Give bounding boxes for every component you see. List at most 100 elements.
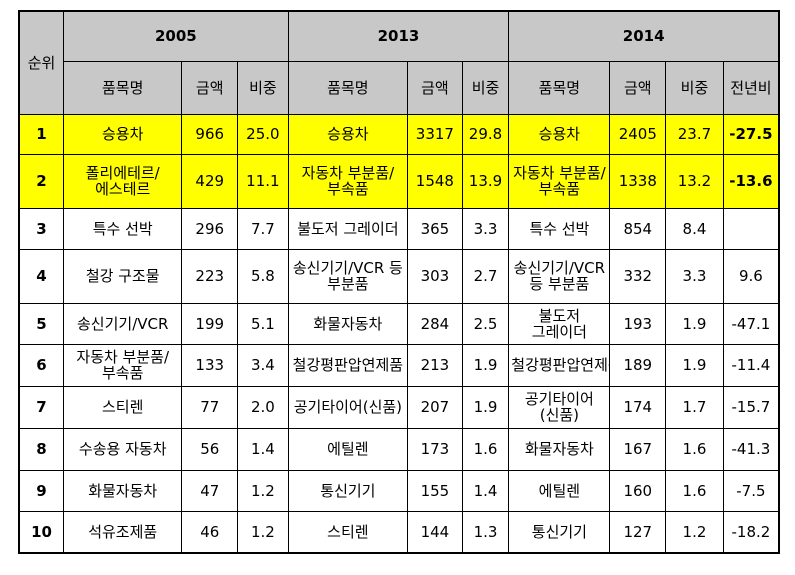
table-row: 8 수송용 자동차 56 1.4 에틸렌 173 1.6 화물자동차 167 1.6 -41.3 [18,427,780,471]
item-2005-cell: 특수 선박 [63,207,183,250]
amount-2005-cell: 46 [181,510,239,554]
amount-2013-cell: 144 [407,510,463,554]
table-row: 4 철강 구조물 223 5.8 송신기기/VCR 등 부분품 303 2.7 송신기기/VC… [18,248,780,304]
item-header: 품목명 [287,60,409,115]
yoy-2014-cell [722,207,780,250]
item-2013-cell: 승용차 [287,113,409,155]
amount-2014-cell: 2405 [609,113,667,155]
item-2005-cell: 자동차 부분품/부속품 [63,343,183,387]
amount-2005-cell: 296 [181,207,239,250]
item-2005-cell: 석유조제품 [63,510,183,554]
share-2013-cell: 13.9 [461,153,510,209]
rank-cell: 1 [18,113,65,155]
yoy-2014-cell: -13.6 [722,153,780,209]
amount-2013-cell: 303 [407,248,463,304]
item-2014-cell: 통신기기 [508,510,611,554]
amount-2005-cell: 966 [181,113,239,155]
item-2005-cell: 수송용 자동차 [63,427,183,471]
share-2014-cell: 1.9 [665,343,724,387]
share-2005-cell: 1.4 [237,427,289,471]
item-2014-cell: 공기타이어(신품) [508,385,611,429]
yoy-2014-cell: -47.1 [722,302,780,345]
yoy-2014-cell: -11.4 [722,343,780,387]
amount-2013-cell: 3317 [407,113,463,155]
item-2013-cell: 에틸렌 [287,427,409,471]
table-row: 1 승용차 966 25.0 승용차 3317 29.8 승용차 2405 23.7 -27.5 [18,113,780,155]
item-2013-cell: 화물자동차 [287,302,409,345]
share-2005-cell: 2.0 [237,385,289,429]
yoy-2014-cell: -41.3 [722,427,780,471]
amount-2013-cell: 1548 [407,153,463,209]
share-2014-cell: 1.6 [665,427,724,471]
share-2005-cell: 1.2 [237,510,289,554]
share-2014-cell: 1.7 [665,385,724,429]
share-2013-cell: 2.5 [461,302,510,345]
share-2013-cell: 2.7 [461,248,510,304]
rank-cell: 9 [18,469,65,512]
amount-2005-cell: 47 [181,469,239,512]
item-header: 품목명 [508,60,611,115]
amount-2013-cell: 155 [407,469,463,512]
share-2014-cell: 1.6 [665,469,724,512]
rank-cell: 8 [18,427,65,471]
item-2013-cell: 송신기기/VCR 등 부분품 [287,248,409,304]
share-2014-cell: 8.4 [665,207,724,250]
amount-2013-cell: 207 [407,385,463,429]
rank-cell: 3 [18,207,65,250]
amount-2013-cell: 173 [407,427,463,471]
amount-2005-cell: 56 [181,427,239,471]
share-2013-cell: 1.9 [461,385,510,429]
table-body: 1 승용차 966 25.0 승용차 3317 29.8 승용차 2405 23.7 -27.5 2 폴… [18,113,780,554]
table-row: 7 스티렌 77 2.0 공기타이어(신품) 207 1.9 공기타이어(신품) 174 1.7-… [18,385,780,429]
item-header: 품목명 [63,60,183,115]
item-2014-cell: 화물자동차 [508,427,611,471]
amount-2013-cell: 365 [407,207,463,250]
item-2013-cell: 철강평판압연제품 [287,343,409,387]
item-2014-cell: 송신기기/VCR 등 부분품 [508,248,611,304]
amount-2014-cell: 189 [609,343,667,387]
share-2013-cell: 1.9 [461,343,510,387]
table-row: 3 특수 선박 296 7.7 불도저 그레이더 365 3.3 특수 선박 854 8.4 [18,207,780,250]
yoy-2014-cell: 9.6 [722,248,780,304]
item-2013-cell: 스티렌 [287,510,409,554]
share-header: 비중 [665,60,724,115]
item-2014-cell: 승용차 [508,113,611,155]
amount-2014-cell: 160 [609,469,667,512]
item-2005-cell: 철강 구조물 [63,248,183,304]
item-2014-cell: 자동차 부분품/부속품 [508,153,611,209]
export-items-table: 순위 2005 2013 2014 품목명 금액 비중 품목명 금액 비중 품목… [18,10,780,554]
table-row: 9 화물자동차 47 1.2 통신기기 155 1.4 에틸렌 160 1.6 -7.5 [18,469,780,512]
amount-2005-cell: 133 [181,343,239,387]
amount-2014-cell: 332 [609,248,667,304]
rank-cell: 2 [18,153,65,209]
rank-cell: 6 [18,343,65,387]
share-2014-cell: 3.3 [665,248,724,304]
rank-cell: 4 [18,248,65,304]
table-row: 5 송신기기/VCR 199 5.1 화물자동차 284 2.5 불도저 그레이더 193 1.9… [18,302,780,345]
yoy-header: 전년비 [722,60,780,115]
share-2014-cell: 13.2 [665,153,724,209]
amount-2005-cell: 223 [181,248,239,304]
year-header-2014: 2014 [508,10,780,62]
item-2013-cell: 자동차 부분품/부속품 [287,153,409,209]
table-row: 2 폴리에테르/에스테르 429 11.1 자동차 부분품/부속품 1548 13.9 자동차… [18,153,780,209]
amount-2005-cell: 199 [181,302,239,345]
item-2014-cell: 에틸렌 [508,469,611,512]
amount-header: 금액 [181,60,239,115]
item-2013-cell: 불도저 그레이더 [287,207,409,250]
table-row: 10 석유조제품 46 1.2 스티렌 144 1.3 통신기기 127 1.2 -18.2 [18,510,780,554]
rank-cell: 5 [18,302,65,345]
yoy-2014-cell: -27.5 [722,113,780,155]
item-2005-cell: 송신기기/VCR [63,302,183,345]
yoy-2014-cell: -15.7 [722,385,780,429]
year-header-2013: 2013 [287,10,510,62]
amount-2014-cell: 174 [609,385,667,429]
amount-2013-cell: 213 [407,343,463,387]
amount-2005-cell: 77 [181,385,239,429]
share-2013-cell: 1.6 [461,427,510,471]
item-2005-cell: 폴리에테르/에스테르 [63,153,183,209]
share-2013-cell: 3.3 [461,207,510,250]
amount-2005-cell: 429 [181,153,239,209]
share-2013-cell: 1.4 [461,469,510,512]
amount-2014-cell: 193 [609,302,667,345]
